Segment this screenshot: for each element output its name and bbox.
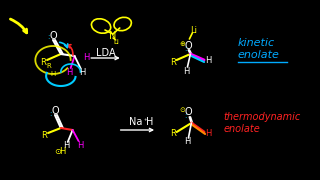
Text: LDA: LDA xyxy=(96,48,116,58)
Text: ⁺: ⁺ xyxy=(143,119,147,125)
Text: R: R xyxy=(47,63,52,69)
Text: O: O xyxy=(51,106,59,116)
Text: :: : xyxy=(47,34,49,40)
Text: ⊙: ⊙ xyxy=(180,107,186,113)
Text: :: : xyxy=(184,46,187,52)
Text: :: : xyxy=(49,111,51,117)
Text: R: R xyxy=(170,129,176,138)
Text: N: N xyxy=(109,31,116,41)
Text: :: : xyxy=(184,113,187,119)
Text: H: H xyxy=(77,141,84,150)
Text: H: H xyxy=(183,66,190,75)
Text: enolate: enolate xyxy=(237,50,279,60)
Text: Li: Li xyxy=(190,26,197,35)
Text: ⊕: ⊕ xyxy=(180,41,186,47)
Text: ⊙: ⊙ xyxy=(54,147,61,156)
Text: H: H xyxy=(147,117,154,127)
Text: thermodynamic: thermodynamic xyxy=(224,112,301,122)
Text: Na: Na xyxy=(129,117,142,127)
Text: H: H xyxy=(83,53,90,62)
Text: H: H xyxy=(205,129,211,138)
Text: O: O xyxy=(185,41,192,51)
Text: H: H xyxy=(67,68,73,76)
Text: O: O xyxy=(185,107,192,117)
Text: kinetic: kinetic xyxy=(237,38,275,48)
Text: R: R xyxy=(170,57,176,66)
Text: H: H xyxy=(205,55,211,64)
Text: enolate: enolate xyxy=(224,124,260,134)
Text: H: H xyxy=(79,68,86,76)
Text: Li: Li xyxy=(114,39,120,45)
Text: H: H xyxy=(50,71,56,77)
Text: O: O xyxy=(49,31,57,41)
Text: R: R xyxy=(40,57,46,66)
Text: H: H xyxy=(60,147,66,156)
Text: R: R xyxy=(41,130,47,140)
Text: H: H xyxy=(64,141,70,150)
Text: H: H xyxy=(184,138,191,147)
